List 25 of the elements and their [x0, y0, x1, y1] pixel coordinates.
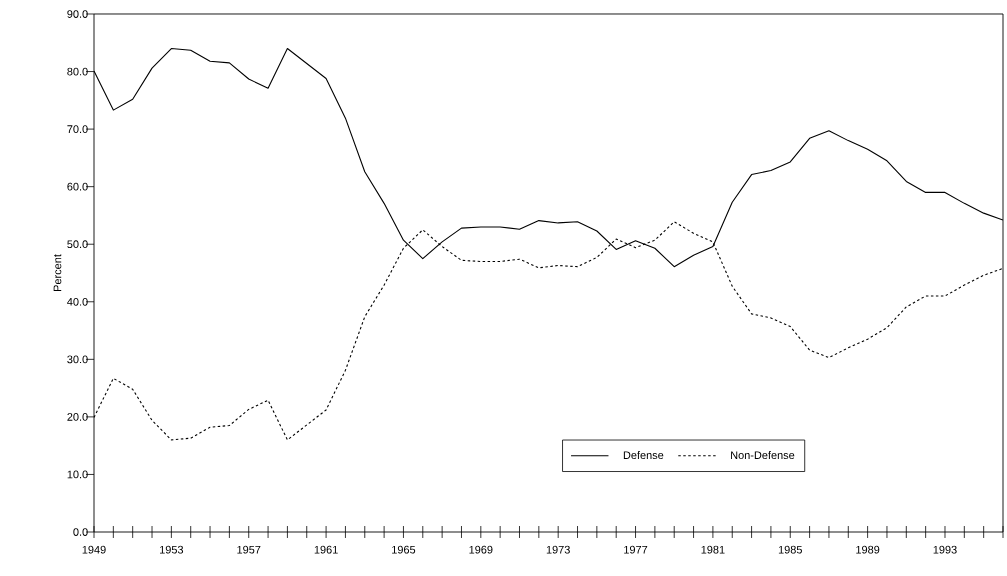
y-tick-label: 80.0	[67, 67, 88, 76]
x-tick-label: 1981	[701, 545, 725, 554]
y-tick-label: 10.0	[67, 470, 88, 479]
x-tick-label: 1993	[933, 545, 957, 554]
x-tick-label: 1969	[469, 545, 493, 554]
y-tick-label: 40.0	[67, 297, 88, 306]
y-tick-label: 30.0	[67, 355, 88, 364]
legend-label: Non-Defense	[731, 450, 795, 460]
x-tick-label: 1989	[856, 545, 880, 554]
y-tick-label: 50.0	[67, 240, 88, 249]
y-tick-label: 20.0	[67, 413, 88, 421]
x-tick-label: 1957	[237, 545, 261, 554]
x-tick-label: 1949	[82, 545, 106, 554]
x-tick-label: 1961	[314, 545, 338, 554]
y-tick-label: 70.0	[67, 125, 88, 133]
y-tick-label: 90.0	[67, 10, 88, 18]
x-tick-label: 1985	[778, 545, 802, 554]
y-tick-label: 60.0	[67, 182, 88, 191]
x-tick-label: 1973	[546, 545, 570, 554]
x-tick-label: 1953	[160, 545, 184, 554]
legend-label: Defense	[623, 450, 664, 460]
x-tick-label: 1977	[624, 545, 648, 554]
y-tick-label: 0.0	[73, 528, 88, 536]
x-tick-label: 1965	[392, 545, 416, 554]
y-axis-title: Percent	[53, 254, 62, 291]
